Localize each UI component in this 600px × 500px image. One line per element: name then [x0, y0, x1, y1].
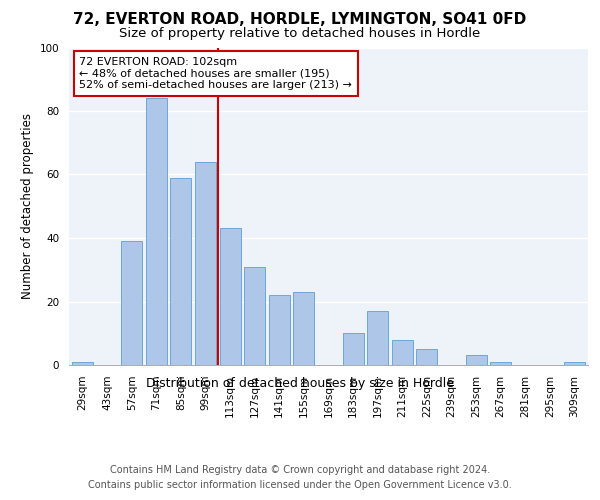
Text: Size of property relative to detached houses in Hordle: Size of property relative to detached ho…: [119, 28, 481, 40]
Bar: [416, 349, 437, 365]
Bar: [146, 98, 167, 365]
Bar: [244, 266, 265, 365]
Bar: [72, 362, 93, 365]
Bar: [195, 162, 216, 365]
Y-axis label: Number of detached properties: Number of detached properties: [21, 114, 34, 299]
Bar: [293, 292, 314, 365]
Text: 72 EVERTON ROAD: 102sqm
← 48% of detached houses are smaller (195)
52% of semi-d: 72 EVERTON ROAD: 102sqm ← 48% of detache…: [79, 57, 352, 90]
Bar: [490, 362, 511, 365]
Bar: [269, 295, 290, 365]
Text: 72, EVERTON ROAD, HORDLE, LYMINGTON, SO41 0FD: 72, EVERTON ROAD, HORDLE, LYMINGTON, SO4…: [73, 12, 527, 28]
Bar: [170, 178, 191, 365]
Bar: [367, 311, 388, 365]
Text: Distribution of detached houses by size in Hordle: Distribution of detached houses by size …: [146, 378, 454, 390]
Bar: [220, 228, 241, 365]
Bar: [564, 362, 585, 365]
Bar: [343, 333, 364, 365]
Bar: [392, 340, 413, 365]
Bar: [466, 356, 487, 365]
Bar: [121, 241, 142, 365]
Text: Contains HM Land Registry data © Crown copyright and database right 2024.
Contai: Contains HM Land Registry data © Crown c…: [88, 465, 512, 490]
